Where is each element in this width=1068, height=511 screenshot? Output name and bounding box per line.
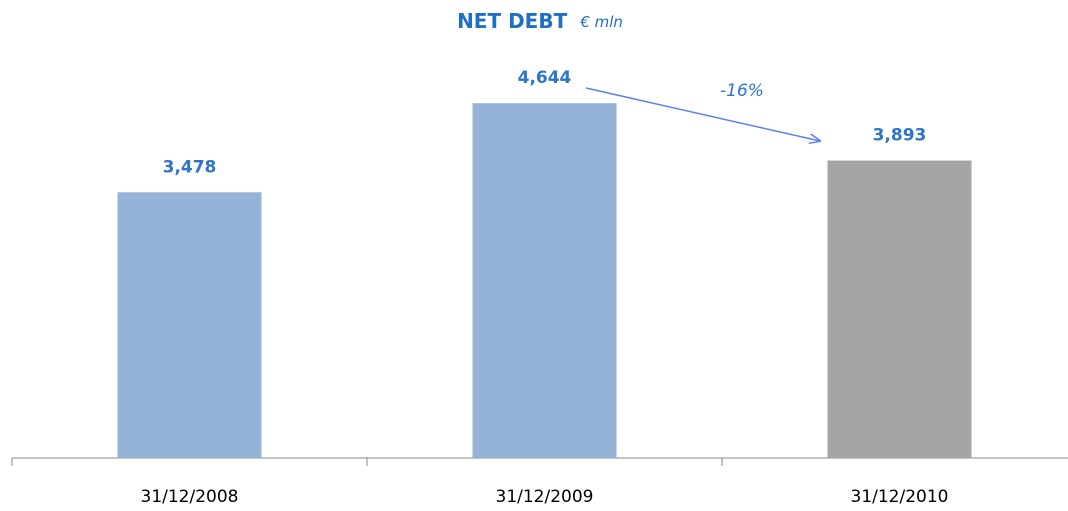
- annotation: -16%: [720, 81, 764, 101]
- value-label: 4,644: [518, 68, 572, 88]
- x-tick-label: 31/12/2010: [851, 487, 949, 507]
- title-group: NET DEBT € mln: [457, 9, 623, 33]
- chart-subtitle: € mln: [579, 13, 623, 31]
- bar: [117, 192, 262, 458]
- bar: [827, 160, 972, 458]
- chart-title: NET DEBT: [457, 9, 568, 33]
- bar: [472, 103, 617, 459]
- x-tick-label: 31/12/2008: [141, 487, 239, 507]
- arrow: [585, 87, 820, 141]
- value-label: 3,893: [873, 126, 927, 146]
- value-label: 3,478: [163, 157, 217, 177]
- x-tick-label: 31/12/2009: [496, 487, 594, 507]
